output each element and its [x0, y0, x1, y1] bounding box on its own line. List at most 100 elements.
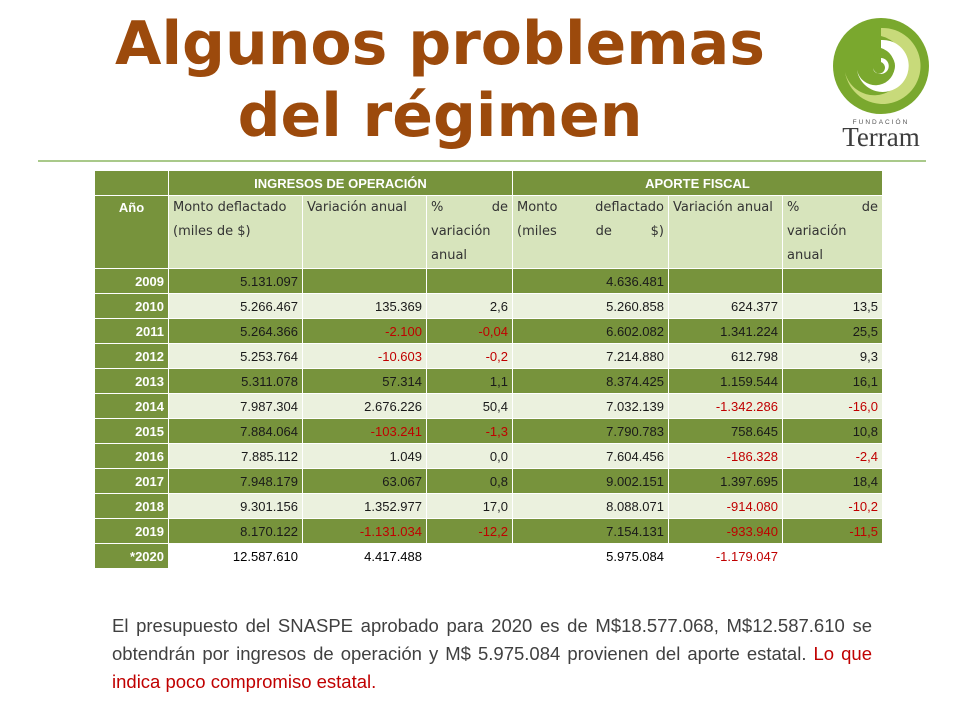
- year-cell: 2014: [94, 393, 169, 419]
- value-cell: 1.397.695: [668, 468, 783, 494]
- table-row: 2011 5.264.366 -2.100 -0,04 6.602.082 1.341.2…: [94, 318, 883, 344]
- value-cell: 8.170.122: [168, 518, 303, 544]
- value-cell: 18,4: [782, 468, 883, 494]
- year-cell: 2013: [94, 368, 169, 394]
- summary-highlight: Lo que indica poco compromiso estatal.: [112, 643, 872, 692]
- title-divider: [38, 160, 926, 162]
- value-cell: 9,3: [782, 343, 883, 369]
- value-cell: 63.067: [302, 468, 427, 494]
- year-cell: 2011: [94, 318, 169, 344]
- slide-title: Algunos problemas del régimen: [115, 9, 765, 151]
- terram-logo: FUNDACIÓN Terram: [833, 18, 929, 152]
- value-cell: 8.088.071: [512, 493, 669, 519]
- col-anio: Año: [94, 195, 169, 269]
- value-cell: 2.676.226: [302, 393, 427, 419]
- value-cell: 4.636.481: [512, 268, 669, 294]
- value-cell: 5.975.084: [512, 543, 669, 569]
- value-cell: 50,4: [426, 393, 513, 419]
- year-cell: 2015: [94, 418, 169, 444]
- value-cell: -10.603: [302, 343, 427, 369]
- value-cell: 7.987.304: [168, 393, 303, 419]
- year-cell: 2012: [94, 343, 169, 369]
- value-cell: 10,8: [782, 418, 883, 444]
- value-cell: -10,2: [782, 493, 883, 519]
- value-cell: 1.352.977: [302, 493, 427, 519]
- value-cell: 1.341.224: [668, 318, 783, 344]
- value-cell: 0,8: [426, 468, 513, 494]
- col-pct-ingresos: % de variación anual: [426, 195, 513, 269]
- year-cell: 2010: [94, 293, 169, 319]
- value-cell: [782, 543, 883, 569]
- value-cell: 7.032.139: [512, 393, 669, 419]
- value-cell: 5.311.078: [168, 368, 303, 394]
- value-cell: 7.948.179: [168, 468, 303, 494]
- value-cell: 25,5: [782, 318, 883, 344]
- value-cell: 5.253.764: [168, 343, 303, 369]
- value-cell: -914.080: [668, 493, 783, 519]
- group-header-row: INGRESOS DE OPERACIÓN APORTE FISCAL: [94, 170, 883, 196]
- value-cell: -0,04: [426, 318, 513, 344]
- table-row: 2010 5.266.467 135.369 2,6 5.260.858 624.377 1…: [94, 293, 883, 319]
- value-cell: 7.154.131: [512, 518, 669, 544]
- value-cell: 1,1: [426, 368, 513, 394]
- value-cell: 0,0: [426, 443, 513, 469]
- value-cell: 5.260.858: [512, 293, 669, 319]
- year-cell: *2020: [94, 543, 169, 569]
- value-cell: -1,3: [426, 418, 513, 444]
- value-cell: 7.604.456: [512, 443, 669, 469]
- year-cell: 2009: [94, 268, 169, 294]
- value-cell: -16,0: [782, 393, 883, 419]
- value-cell: 12.587.610: [168, 543, 303, 569]
- col-monto-aporte: Monto deflactado (miles de $): [512, 195, 669, 269]
- value-cell: 1.159.544: [668, 368, 783, 394]
- value-cell: 624.377: [668, 293, 783, 319]
- value-cell: 1.049: [302, 443, 427, 469]
- value-cell: 17,0: [426, 493, 513, 519]
- spiral-icon: [833, 18, 929, 114]
- value-cell: 6.602.082: [512, 318, 669, 344]
- value-cell: 9.002.151: [512, 468, 669, 494]
- table-body: 2009 5.131.097 4.636.481 2010 5.266.467 135.3…: [94, 268, 883, 569]
- table-row: 2012 5.253.764 -10.603 -0,2 7.214.880 612.798…: [94, 343, 883, 369]
- value-cell: -2.100: [302, 318, 427, 344]
- summary-text: El presupuesto del SNASPE aprobado para …: [112, 615, 872, 664]
- value-cell: -0,2: [426, 343, 513, 369]
- value-cell: -933.940: [668, 518, 783, 544]
- value-cell: 7.885.112: [168, 443, 303, 469]
- value-cell: -186.328: [668, 443, 783, 469]
- col-pct-aporte: % de variación anual: [782, 195, 883, 269]
- header-empty-cell: [94, 170, 169, 196]
- value-cell: 5.266.467: [168, 293, 303, 319]
- table-row: 2014 7.987.304 2.676.226 50,4 7.032.139 -1.34…: [94, 393, 883, 419]
- year-cell: 2017: [94, 468, 169, 494]
- value-cell: 8.374.425: [512, 368, 669, 394]
- sub-header-row: Año Monto deflactado (miles de $) Variac…: [94, 195, 883, 269]
- col-variacion-ingresos: Variación anual: [302, 195, 427, 269]
- logo-name: Terram: [842, 122, 920, 152]
- value-cell: 5.131.097: [168, 268, 303, 294]
- value-cell: 7.790.783: [512, 418, 669, 444]
- logo-small-text: FUNDACIÓN: [853, 117, 910, 126]
- header-aporte: APORTE FISCAL: [512, 170, 883, 196]
- table-row: 2009 5.131.097 4.636.481: [94, 268, 883, 294]
- header-ingresos: INGRESOS DE OPERACIÓN: [168, 170, 513, 196]
- value-cell: -11,5: [782, 518, 883, 544]
- value-cell: [426, 268, 513, 294]
- value-cell: 758.645: [668, 418, 783, 444]
- table-row: 2017 7.948.179 63.067 0,8 9.002.151 1.397.695…: [94, 468, 883, 494]
- table-row: 2015 7.884.064 -103.241 -1,3 7.790.783 758.64…: [94, 418, 883, 444]
- value-cell: -103.241: [302, 418, 427, 444]
- value-cell: -1.131.034: [302, 518, 427, 544]
- value-cell: 9.301.156: [168, 493, 303, 519]
- value-cell: 16,1: [782, 368, 883, 394]
- value-cell: 13,5: [782, 293, 883, 319]
- table-row: *2020 12.587.610 4.417.488 5.975.084 -1.179.…: [94, 543, 883, 569]
- table-row: 2016 7.885.112 1.049 0,0 7.604.456 -186.328 -2…: [94, 443, 883, 469]
- value-cell: 2,6: [426, 293, 513, 319]
- col-variacion-aporte: Variación anual: [668, 195, 783, 269]
- value-cell: 612.798: [668, 343, 783, 369]
- year-cell: 2019: [94, 518, 169, 544]
- table-row: 2013 5.311.078 57.314 1,1 8.374.425 1.159.544…: [94, 368, 883, 394]
- table-row: 2018 9.301.156 1.352.977 17,0 8.088.071 -914.…: [94, 493, 883, 519]
- col-monto-ingresos: Monto deflactado (miles de $): [168, 195, 303, 269]
